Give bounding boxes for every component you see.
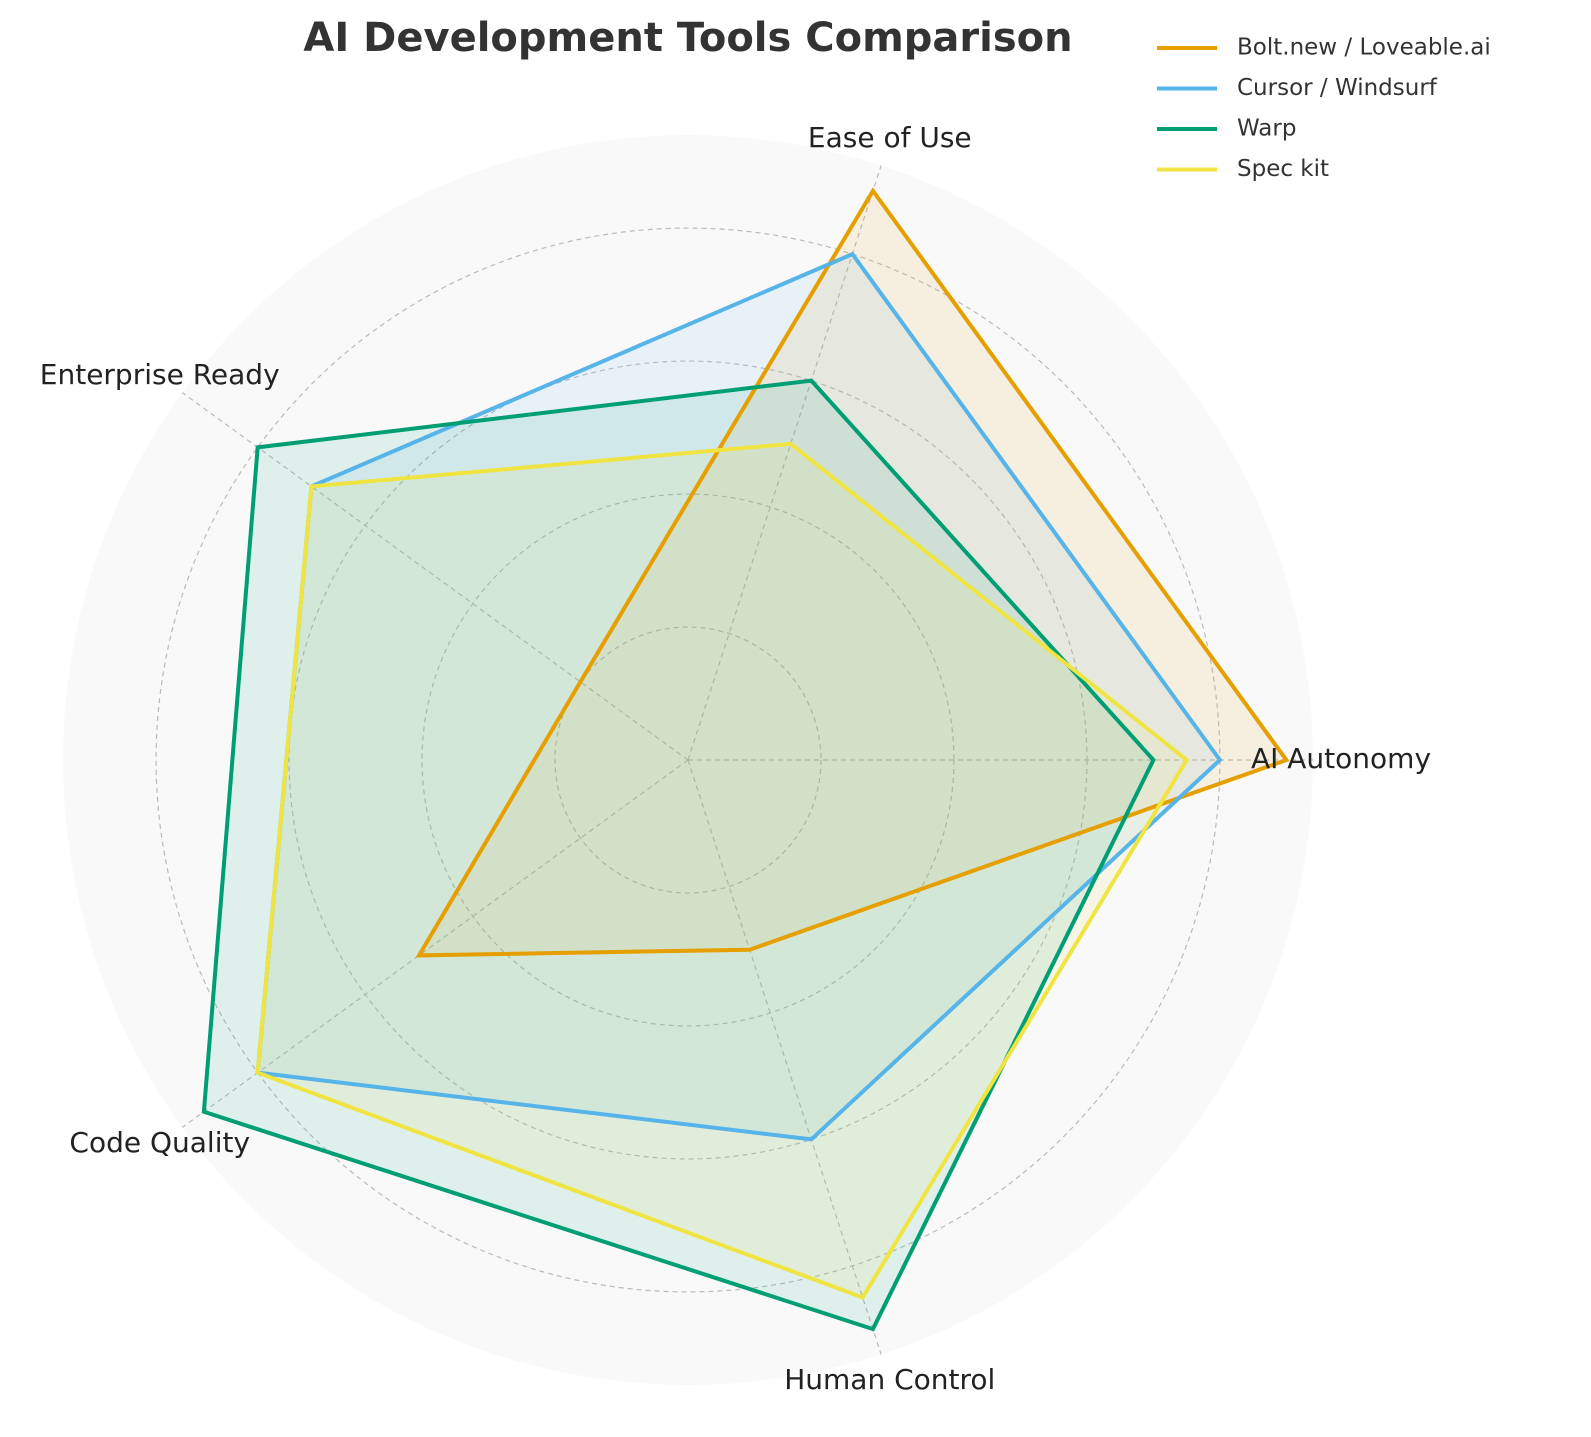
legend-label: Spec kit (1237, 156, 1329, 182)
axis-label: Enterprise Ready (40, 358, 280, 391)
grid-ring (554, 626, 822, 894)
series-area (203, 380, 1154, 1330)
series-area (419, 190, 1287, 956)
series-area (257, 254, 1220, 1140)
series-line (415, 187, 1290, 958)
series-line (255, 441, 1190, 1300)
axis-label: AI Autonomy (1251, 742, 1431, 775)
series-area (257, 443, 1187, 1298)
legend-label: Cursor / Windsurf (1237, 75, 1438, 101)
axis-label: Ease of Use (808, 121, 972, 154)
axis-label: Human Control (784, 1363, 995, 1396)
series-line (201, 378, 1156, 1332)
axis-label: Code Quality (69, 1126, 250, 1159)
legend-label: Warp (1237, 116, 1296, 142)
chart-title: AI Development Tools Comparison (303, 15, 1072, 61)
legend-label: Bolt.new / Loveable.ai (1237, 35, 1491, 61)
